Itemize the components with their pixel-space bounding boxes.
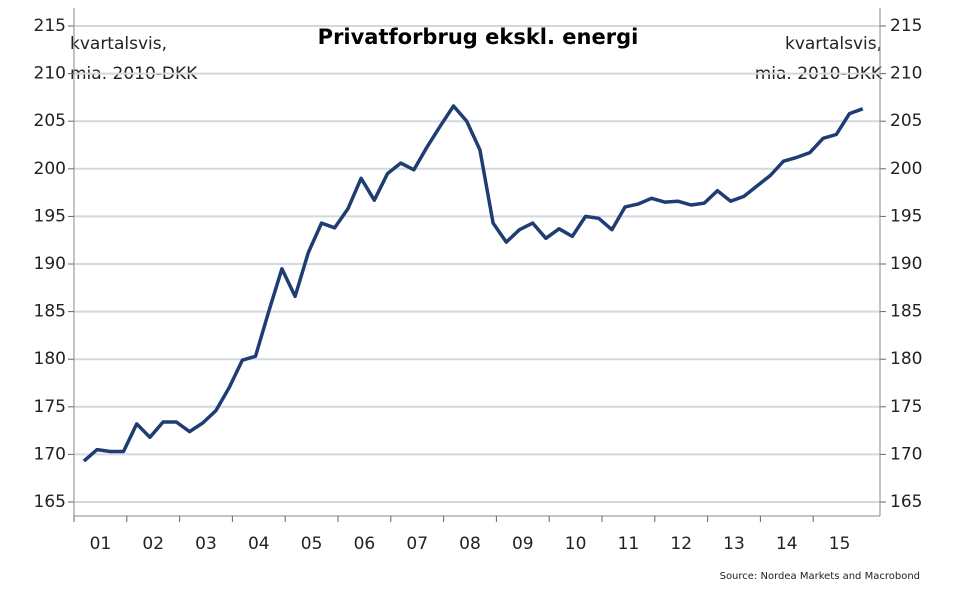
y-tick-label: 170	[34, 444, 66, 464]
chart-title: Privatforbrug ekskl. energi	[318, 25, 639, 49]
y-tick-label: 195	[34, 206, 66, 226]
y-tick-label: 180	[34, 349, 66, 369]
x-tick-label: 08	[459, 534, 481, 554]
y2-tick-label: 200	[890, 159, 922, 179]
y2-tick-label: 185	[890, 302, 922, 322]
y2-axis-note: kvartalsvis,	[785, 34, 882, 54]
y2-tick-label: 190	[890, 254, 922, 274]
x-tick-label: 11	[618, 534, 640, 554]
y-tick-label: 215	[34, 16, 66, 36]
x-tick-label: 14	[776, 534, 798, 554]
y2-tick-label: 210	[890, 64, 922, 84]
y-tick-label: 190	[34, 254, 66, 274]
data-line	[82, 104, 864, 463]
x-tick-label: 01	[90, 534, 112, 554]
y-axis-note: kvartalsvis,	[70, 34, 167, 54]
y-tick-label: 165	[34, 492, 66, 512]
x-tick-label: 13	[723, 534, 745, 554]
y-tick-label: 185	[34, 302, 66, 322]
y-tick-label: 205	[34, 111, 66, 131]
x-tick-label: 10	[565, 534, 587, 554]
x-tick-label: 05	[301, 534, 323, 554]
x-tick-label: 09	[512, 534, 534, 554]
x-tick-label: 12	[670, 534, 692, 554]
x-tick-label: 15	[829, 534, 851, 554]
x-tick-label: 07	[406, 534, 428, 554]
y-tick-label: 210	[34, 64, 66, 84]
y2-tick-label: 170	[890, 444, 922, 464]
y2-tick-label: 205	[890, 111, 922, 131]
x-tick-label: 02	[142, 534, 164, 554]
y2-tick-label: 165	[890, 492, 922, 512]
x-tick-label: 04	[248, 534, 270, 554]
x-tick-label: 06	[354, 534, 376, 554]
y2-tick-label: 215	[890, 16, 922, 36]
y2-tick-label: 175	[890, 397, 922, 417]
x-tick-label: 03	[195, 534, 217, 554]
y2-tick-label: 195	[890, 206, 922, 226]
y-tick-label: 175	[34, 397, 66, 417]
source-note: Source: Nordea Markets and Macrobond	[720, 571, 920, 582]
y-tick-label: 200	[34, 159, 66, 179]
y2-tick-label: 180	[890, 349, 922, 369]
